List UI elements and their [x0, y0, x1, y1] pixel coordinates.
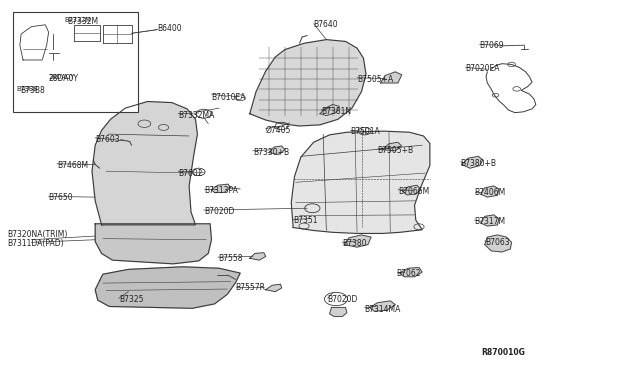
- Text: B7313PA: B7313PA: [204, 186, 237, 195]
- Polygon shape: [211, 184, 230, 193]
- Polygon shape: [481, 186, 499, 197]
- Text: B7020D: B7020D: [204, 207, 234, 216]
- Text: B6400: B6400: [157, 24, 182, 33]
- Text: B7380: B7380: [342, 239, 367, 248]
- Text: B7406M: B7406M: [474, 188, 506, 197]
- Polygon shape: [403, 185, 421, 195]
- Polygon shape: [95, 267, 240, 308]
- Text: B7505+A: B7505+A: [357, 75, 394, 84]
- Text: B7066M: B7066M: [398, 187, 429, 196]
- Text: B7020EA: B7020EA: [466, 64, 500, 73]
- Text: B7557R: B7557R: [236, 283, 266, 292]
- Polygon shape: [74, 25, 100, 41]
- Polygon shape: [381, 72, 402, 83]
- Text: B7332M: B7332M: [65, 17, 92, 23]
- Polygon shape: [344, 235, 371, 247]
- Polygon shape: [92, 102, 197, 225]
- Text: B73B8: B73B8: [17, 86, 38, 92]
- Text: B7314MA: B7314MA: [365, 305, 401, 314]
- Text: B7020D: B7020D: [328, 295, 358, 304]
- Polygon shape: [250, 253, 266, 260]
- Text: B7063: B7063: [484, 238, 509, 247]
- Polygon shape: [462, 156, 483, 168]
- Text: B7010EA: B7010EA: [211, 93, 246, 102]
- Polygon shape: [400, 267, 422, 277]
- Bar: [13, 12, 138, 112]
- Text: B7062: B7062: [397, 269, 421, 278]
- Text: B7381N: B7381N: [321, 108, 351, 116]
- Text: B7069: B7069: [479, 41, 504, 50]
- Text: B7501A: B7501A: [351, 126, 380, 136]
- Text: B7332MA: B7332MA: [178, 111, 214, 120]
- Text: 28DA0Y: 28DA0Y: [49, 74, 75, 80]
- Polygon shape: [266, 284, 282, 292]
- Text: B7602: B7602: [178, 169, 203, 177]
- Text: B7380+B: B7380+B: [461, 158, 497, 167]
- Polygon shape: [95, 224, 211, 264]
- Polygon shape: [103, 25, 132, 42]
- Text: B7317M: B7317M: [474, 217, 506, 226]
- Text: B7640: B7640: [314, 20, 338, 29]
- Text: 28DA0Y: 28DA0Y: [49, 74, 79, 83]
- Text: B7650: B7650: [49, 193, 73, 202]
- Polygon shape: [320, 105, 339, 116]
- Polygon shape: [20, 25, 49, 60]
- Polygon shape: [370, 301, 396, 311]
- Text: B7351: B7351: [293, 216, 317, 225]
- Text: B7311DA(PAD): B7311DA(PAD): [7, 239, 64, 248]
- Text: B7325: B7325: [119, 295, 143, 304]
- Text: B7330+B: B7330+B: [253, 148, 289, 157]
- Text: B7603: B7603: [95, 135, 120, 144]
- Text: B7558: B7558: [218, 254, 243, 263]
- Text: B7468M: B7468M: [57, 161, 88, 170]
- Polygon shape: [269, 146, 285, 154]
- Text: R870010G: R870010G: [481, 347, 525, 356]
- Text: B73B8: B73B8: [20, 86, 45, 95]
- Text: Ø7405: Ø7405: [266, 126, 291, 135]
- Text: B7320NA(TRIM): B7320NA(TRIM): [7, 230, 67, 239]
- Polygon shape: [291, 131, 430, 234]
- Text: B7332M: B7332M: [68, 17, 99, 26]
- Polygon shape: [481, 215, 499, 226]
- Text: B7505+B: B7505+B: [378, 146, 413, 155]
- Polygon shape: [330, 308, 347, 317]
- Polygon shape: [484, 235, 511, 252]
- Polygon shape: [383, 142, 402, 151]
- Polygon shape: [250, 39, 366, 126]
